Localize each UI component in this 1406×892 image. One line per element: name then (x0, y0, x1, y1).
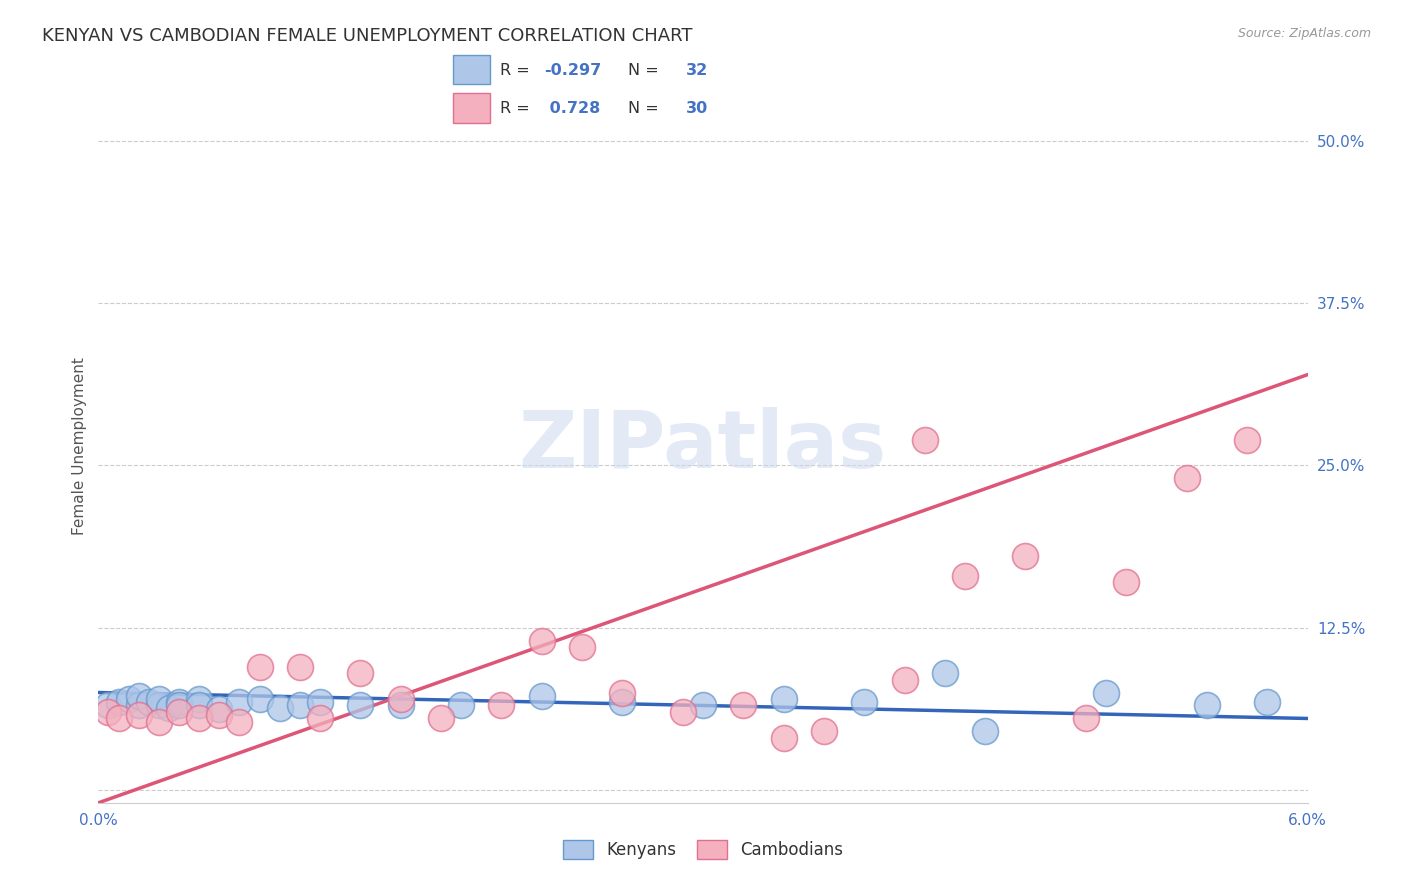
Text: N =: N = (628, 62, 665, 78)
Point (288, 698, 311, 713)
Point (309, 711, 332, 725)
Point (1014, 549, 1036, 564)
Point (772, 731, 794, 745)
Point (128, 707, 150, 722)
Point (349, 666, 371, 681)
Point (269, 701, 291, 715)
FancyBboxPatch shape (453, 54, 491, 84)
Point (974, 724, 997, 739)
Point (733, 698, 755, 713)
Point (228, 695, 250, 709)
Text: ZIPatlas: ZIPatlas (519, 407, 887, 485)
Point (128, 690, 150, 704)
Point (450, 698, 472, 713)
Point (389, 692, 412, 706)
Point (672, 705, 695, 719)
Point (430, 711, 453, 725)
Point (249, 692, 271, 706)
Point (148, 698, 170, 713)
Point (138, 695, 160, 709)
Text: 0.728: 0.728 (544, 102, 600, 116)
Point (349, 698, 371, 713)
Point (530, 690, 553, 704)
Point (208, 702, 231, 716)
Text: N =: N = (628, 102, 665, 116)
Text: R =: R = (501, 102, 536, 116)
Point (1095, 685, 1118, 699)
Point (107, 695, 129, 709)
Point (1236, 433, 1258, 447)
Point (249, 659, 271, 673)
Point (612, 685, 634, 699)
Point (1256, 695, 1278, 709)
Point (167, 695, 190, 709)
Point (1074, 711, 1097, 725)
Text: R =: R = (501, 62, 536, 78)
Point (953, 568, 976, 582)
Point (148, 692, 170, 706)
Point (612, 695, 634, 709)
Point (893, 673, 915, 687)
Text: -0.297: -0.297 (544, 62, 602, 78)
Y-axis label: Female Unemployment: Female Unemployment (72, 357, 87, 535)
Point (1175, 471, 1198, 485)
Text: 30: 30 (686, 102, 709, 116)
Point (188, 692, 211, 706)
Text: 32: 32 (686, 62, 709, 78)
Point (853, 695, 876, 709)
Point (167, 698, 190, 713)
Point (118, 692, 141, 706)
Point (1115, 575, 1137, 590)
Point (288, 659, 311, 673)
Point (914, 433, 936, 447)
FancyBboxPatch shape (453, 94, 491, 123)
Point (208, 707, 231, 722)
Point (1195, 698, 1218, 713)
Point (309, 695, 332, 709)
Text: Source: ZipAtlas.com: Source: ZipAtlas.com (1237, 27, 1371, 40)
Point (228, 715, 250, 730)
Point (692, 698, 714, 713)
Point (813, 724, 835, 739)
Point (107, 711, 129, 725)
Point (97, 698, 120, 713)
Point (157, 701, 180, 715)
Point (188, 698, 211, 713)
Legend: Kenyans, Cambodians: Kenyans, Cambodians (557, 833, 849, 866)
Point (491, 698, 513, 713)
Text: KENYAN VS CAMBODIAN FEMALE UNEMPLOYMENT CORRELATION CHART: KENYAN VS CAMBODIAN FEMALE UNEMPLOYMENT … (42, 27, 693, 45)
Point (772, 692, 794, 706)
Point (188, 711, 211, 725)
Point (148, 715, 170, 730)
Point (167, 705, 190, 719)
Point (97, 705, 120, 719)
Point (389, 698, 412, 713)
Point (128, 698, 150, 713)
Point (934, 666, 956, 681)
Point (530, 633, 553, 648)
Point (571, 640, 593, 654)
